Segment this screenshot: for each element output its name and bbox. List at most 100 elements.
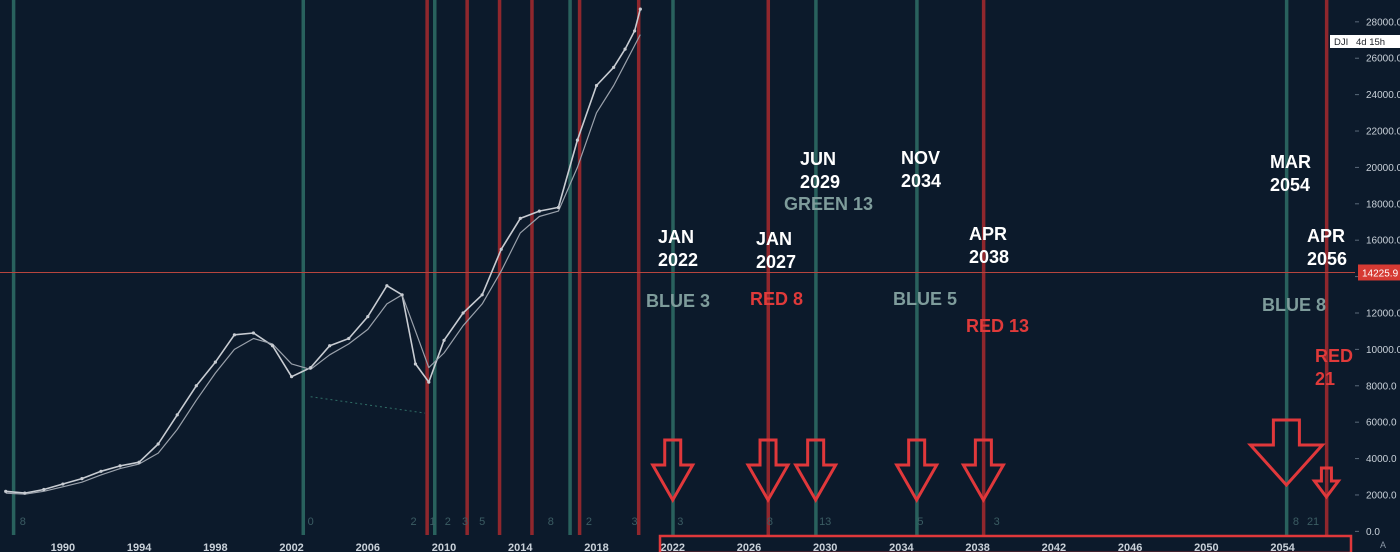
cycle-line	[568, 0, 572, 535]
down-arrow	[745, 438, 791, 504]
price-point	[80, 476, 84, 481]
y-tick-label: 4000.0	[1366, 454, 1397, 465]
x-tick-label: 2038	[965, 542, 989, 552]
down-arrow	[650, 438, 696, 504]
annotation-mar2054: 2054	[1270, 175, 1310, 195]
symbol-label: DJI	[1334, 37, 1348, 48]
annotation-mar2054: MAR	[1270, 152, 1311, 172]
annotation-apr2038: 2038	[969, 247, 1009, 267]
current-price-badge-bg	[1358, 264, 1400, 281]
annotation-green13: GREEN 13	[784, 194, 873, 214]
cycle-count-label: 8	[548, 516, 554, 528]
cycle-line	[433, 0, 437, 535]
cycle-count-label: 5	[917, 516, 923, 528]
price-point	[442, 338, 446, 342]
price-point	[232, 333, 237, 337]
cycle-count-label: 13	[819, 516, 831, 528]
y-tick-label: 18000.0	[1366, 199, 1400, 210]
x-tick-label: 1990	[51, 542, 75, 552]
x-tick-label: 2022	[660, 542, 684, 552]
y-tick-label: 22000.0	[1366, 127, 1400, 138]
x-tick-label: 1994	[127, 542, 152, 552]
price-point	[289, 375, 294, 379]
annotation-jun2029: 2029	[800, 172, 840, 192]
cycle-line	[425, 0, 429, 535]
price-point	[633, 29, 637, 33]
cycle-line	[1284, 0, 1289, 535]
y-tick-label: 16000.0	[1366, 236, 1400, 247]
cycle-line	[766, 0, 771, 535]
price-point	[156, 442, 160, 446]
cycle-count-label: 5	[479, 516, 485, 528]
y-tick-label: 6000.0	[1366, 418, 1397, 429]
cycle-count-label: 2	[445, 516, 451, 528]
cycle-line	[11, 0, 16, 535]
price-point	[556, 205, 560, 210]
y-tick-label: 2000.0	[1366, 490, 1397, 501]
price-point	[137, 460, 141, 464]
price-point	[270, 344, 275, 348]
cycle-count-label: 2	[410, 516, 416, 528]
x-tick-label: 2042	[1042, 542, 1066, 552]
price-point	[309, 365, 313, 370]
x-tick-label: 1998	[203, 542, 227, 552]
down-arrow	[894, 438, 940, 504]
price-point	[518, 216, 522, 220]
price-point	[623, 47, 627, 51]
price-point	[427, 380, 431, 384]
price-point	[118, 464, 122, 468]
y-tick-label: 0.0	[1366, 527, 1380, 538]
annotation-apr2038: APR	[969, 224, 1007, 244]
cycle-line	[530, 0, 534, 535]
price-point	[400, 293, 404, 297]
x-tick-label: 2030	[813, 542, 837, 552]
symbol-badge-bg	[1330, 35, 1400, 48]
price-points	[4, 7, 642, 495]
annotation-red8: RED 8	[750, 289, 803, 309]
cycle-line	[497, 0, 502, 535]
current-price-label: 14225.9	[1362, 268, 1399, 279]
cycle-line	[915, 0, 919, 535]
annotation-jun2029: JUN	[800, 149, 836, 169]
annotation-nov2034: 2034	[901, 171, 941, 191]
price-point	[251, 331, 256, 335]
support-trend-line	[310, 396, 426, 414]
down-arrow	[1247, 418, 1326, 488]
cycle-line	[671, 0, 675, 535]
annotation-red21: 21	[1315, 369, 1335, 389]
cycle-count-label: 2	[586, 516, 592, 528]
cycle-line	[981, 0, 986, 535]
y-tick-label: 12000.0	[1366, 308, 1400, 319]
price-point	[499, 247, 503, 251]
auto-scale-label: A	[1380, 540, 1386, 550]
cycle-count-label: 21	[1307, 516, 1319, 528]
cycle-lines	[11, 0, 1329, 535]
cycle-count-label: 3	[994, 516, 1000, 528]
price-point	[61, 482, 65, 486]
annotation-blue5: BLUE 5	[893, 289, 957, 309]
x-tick-label: 2034	[889, 542, 914, 552]
y-tick-label: 28000.0	[1366, 17, 1400, 28]
price-point	[575, 138, 580, 142]
annotation-blue3: BLUE 3	[646, 291, 710, 311]
price-point	[461, 311, 465, 315]
annotation-jan2027: JAN	[756, 229, 792, 249]
x-tick-label: 2026	[737, 542, 761, 552]
cycle-count-label: 3	[677, 516, 683, 528]
price-point	[328, 344, 332, 348]
x-tick-label: 2018	[584, 542, 608, 552]
annotation-blue8: BLUE 8	[1262, 295, 1326, 315]
x-axis-background	[0, 535, 1400, 552]
annotation-red13: RED 13	[966, 316, 1029, 336]
price-point	[612, 65, 616, 69]
cycle-line	[577, 0, 582, 535]
y-tick-label: 8000.0	[1366, 381, 1397, 392]
price-point	[42, 487, 46, 492]
x-tick-label: 2050	[1194, 542, 1218, 552]
annotation-red21: RED	[1315, 346, 1353, 366]
cycle-line	[301, 0, 306, 535]
cycle-count-labels: 8 0 2 1 2 3 5 8 2 3 3 8 13 5 3 8 21	[20, 516, 1319, 528]
price-point	[480, 293, 484, 297]
